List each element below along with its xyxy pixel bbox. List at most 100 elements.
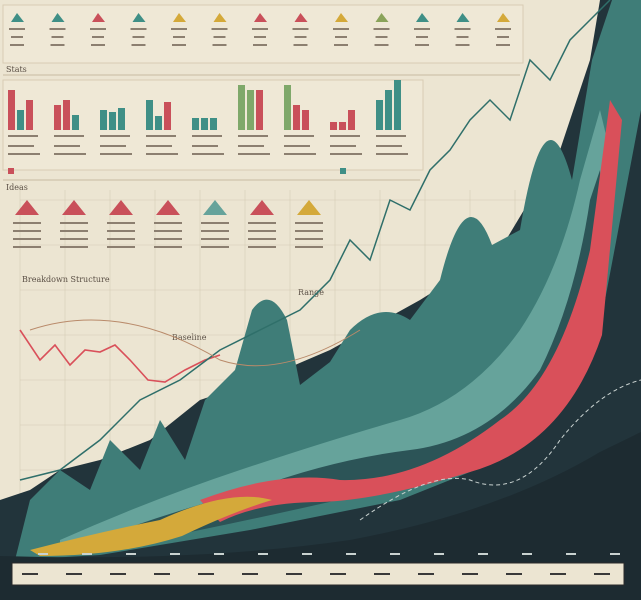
text-placeholder [454, 28, 471, 30]
text-placeholder [211, 28, 228, 30]
x-axis [22, 553, 620, 575]
tick-placeholder [462, 573, 478, 575]
text-placeholder [91, 44, 105, 46]
dashed-line [359, 379, 641, 521]
text-placeholder [248, 222, 276, 224]
text-placeholder [201, 230, 229, 232]
icon [51, 13, 65, 22]
bar [146, 100, 153, 130]
text-placeholder [171, 28, 187, 30]
icon [156, 200, 180, 215]
text-placeholder [172, 44, 186, 46]
text-placeholder [154, 230, 182, 232]
icon [203, 200, 227, 215]
text-placeholder [60, 222, 88, 224]
text-placeholder [146, 135, 176, 137]
teal-line [19, 0, 611, 481]
bar [63, 100, 70, 130]
icon [62, 200, 86, 215]
icon [132, 13, 146, 22]
front-layer [0, 432, 641, 600]
tick-placeholder [214, 553, 224, 555]
yellow-layer [30, 496, 272, 556]
text-placeholder [295, 230, 323, 232]
bar [210, 118, 217, 130]
tick-placeholder [418, 573, 434, 575]
text-placeholder [248, 246, 276, 248]
bar [247, 90, 254, 130]
icon [11, 13, 24, 22]
x-axis-band [11, 562, 625, 586]
text-placeholder [107, 246, 135, 248]
text-placeholder [456, 36, 469, 38]
icon [15, 200, 39, 215]
text-placeholder [146, 153, 178, 155]
text-placeholder [192, 135, 222, 137]
bar [394, 80, 401, 130]
icon-panel [2, 4, 524, 64]
bar [164, 102, 171, 130]
text-placeholder [294, 36, 307, 38]
text-placeholder [497, 36, 509, 38]
text-placeholder [212, 44, 227, 46]
bar [339, 122, 346, 130]
bar [238, 85, 245, 130]
tick-placeholder [594, 573, 610, 575]
icon [335, 13, 348, 22]
text-placeholder [51, 36, 64, 38]
text-placeholder [192, 153, 224, 155]
bar [155, 116, 162, 130]
text-placeholder [8, 153, 40, 155]
text-placeholder [54, 135, 84, 137]
annotation: Baseline [172, 333, 207, 342]
bar [8, 90, 15, 130]
icon [250, 200, 274, 215]
tick-placeholder [550, 573, 566, 575]
text-placeholder [60, 238, 88, 240]
text-placeholder [107, 238, 135, 240]
text-placeholder [295, 222, 323, 224]
text-placeholder [154, 238, 182, 240]
text-placeholder [373, 28, 390, 30]
text-placeholder [495, 28, 511, 30]
text-placeholder [146, 145, 172, 147]
tick-placeholder [330, 573, 346, 575]
text-placeholder [252, 28, 268, 30]
tick-placeholder [522, 553, 532, 555]
annotation: Range [298, 288, 324, 297]
tick-placeholder [170, 553, 180, 555]
bar [72, 115, 79, 130]
bar [376, 100, 383, 130]
text-placeholder [100, 135, 130, 137]
text-placeholder [496, 44, 510, 46]
tick-placeholder [82, 553, 92, 555]
tick-placeholder [126, 553, 136, 555]
icon [375, 13, 389, 22]
text-placeholder [254, 36, 266, 38]
text-placeholder [238, 135, 268, 137]
bar [201, 118, 208, 130]
icon [92, 13, 105, 22]
bar [284, 85, 291, 130]
text-placeholder [49, 28, 66, 30]
text-placeholder [8, 135, 38, 137]
legend-swatch [340, 168, 346, 174]
text-placeholder [330, 135, 360, 137]
text-placeholder [376, 135, 406, 137]
bar [330, 122, 337, 130]
bar [54, 105, 61, 130]
bar [17, 110, 24, 130]
tick-placeholder [286, 573, 302, 575]
icon [109, 200, 133, 215]
icon [456, 13, 470, 22]
text-placeholder [415, 44, 429, 46]
bar [385, 90, 392, 130]
icon [254, 13, 267, 22]
tick-placeholder [110, 573, 126, 575]
text-placeholder [13, 222, 41, 224]
trend-line [29, 319, 361, 367]
text-placeholder [201, 238, 229, 240]
icon [297, 200, 321, 215]
text-placeholder [284, 135, 314, 137]
